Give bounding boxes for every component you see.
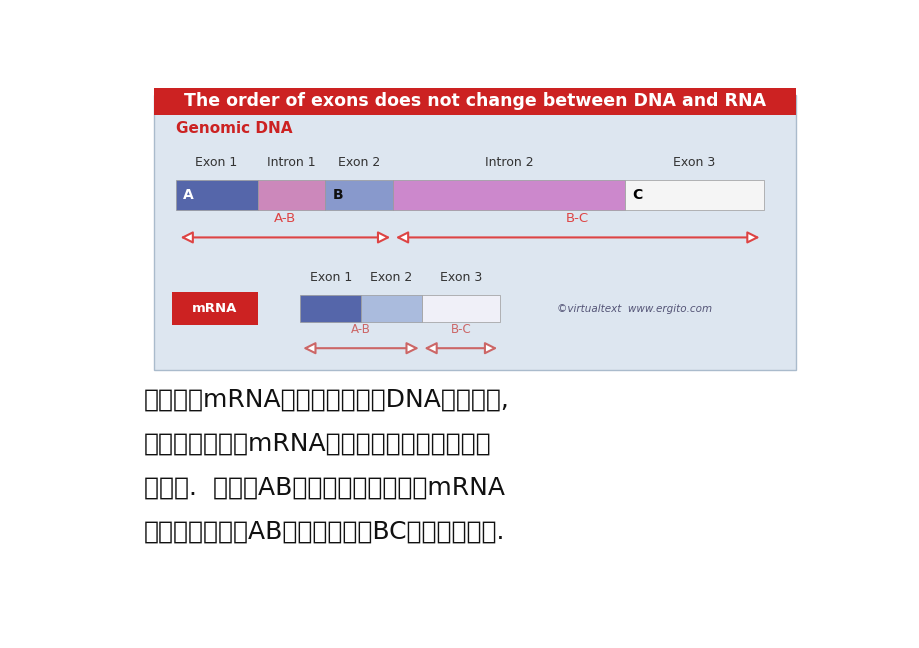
- Bar: [325, 180, 392, 210]
- Text: B-C: B-C: [450, 323, 471, 336]
- Text: Exon 1: Exon 1: [309, 271, 351, 284]
- Text: A-B: A-B: [274, 212, 296, 225]
- Text: B: B: [332, 188, 343, 202]
- Text: Exon 1: Exon 1: [195, 156, 237, 169]
- Text: Exon 2: Exon 2: [337, 156, 380, 169]
- Text: Exon 2: Exon 2: [369, 271, 412, 284]
- Bar: [300, 295, 360, 322]
- Text: The order of exons does not change between DNA and RNA: The order of exons does not change betwe…: [184, 93, 766, 110]
- Text: C: C: [631, 188, 641, 202]
- Text: mRNA: mRNA: [192, 302, 237, 315]
- Text: Exon 3: Exon 3: [439, 271, 482, 284]
- FancyBboxPatch shape: [172, 292, 257, 325]
- FancyBboxPatch shape: [154, 87, 795, 115]
- FancyBboxPatch shape: [154, 95, 795, 369]
- Text: Exon 3: Exon 3: [673, 156, 715, 169]
- Bar: [392, 180, 624, 210]
- Bar: [176, 180, 257, 210]
- Bar: [360, 295, 421, 322]
- Text: 不相关.  基因中AB之间的距离短；但在mRNA: 不相关. 基因中AB之间的距离短；但在mRNA: [143, 476, 504, 500]
- Text: A-B: A-B: [351, 323, 370, 336]
- Bar: [257, 180, 325, 210]
- Bar: [421, 295, 500, 322]
- Text: B-C: B-C: [565, 212, 589, 225]
- Text: Genomic DNA: Genomic DNA: [176, 121, 292, 136]
- Text: Intron 2: Intron 2: [484, 156, 533, 169]
- Text: ©virtualtext  www.ergito.com: ©virtualtext www.ergito.com: [557, 303, 711, 314]
- Text: Intron 1: Intron 1: [267, 156, 315, 169]
- Text: （和蛋白质）中AB之间的距离比BC之间的距离长.: （和蛋白质）中AB之间的距离比BC之间的距离长.: [143, 519, 505, 543]
- Bar: [624, 180, 763, 210]
- Text: A: A: [183, 188, 193, 202]
- Text: 外显子在mRNA中的顺序与其在DNA中的相同,: 外显子在mRNA中的顺序与其在DNA中的相同,: [143, 388, 509, 411]
- Text: 但是基因长度与mRNA长度或蛋白质长度之间并: 但是基因长度与mRNA长度或蛋白质长度之间并: [143, 432, 491, 456]
